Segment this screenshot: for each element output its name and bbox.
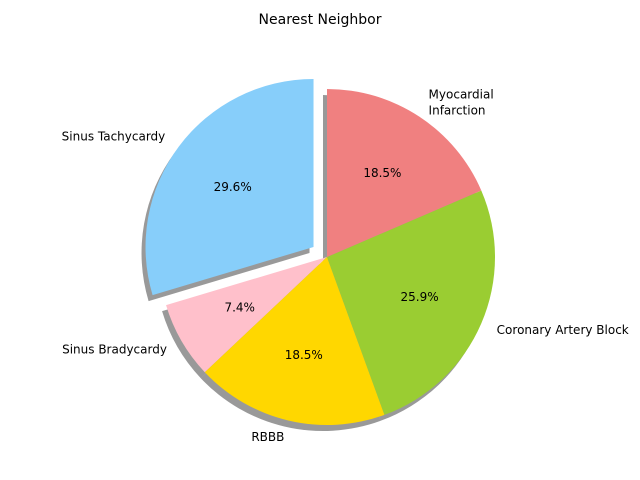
slice-label-sinus-tachycardy: Sinus Tachycardy — [62, 130, 166, 144]
slice-label-rbbb: RBBB — [251, 430, 284, 444]
pct-label-coronary-artery-block: 25.9% — [400, 290, 438, 304]
pct-label-sinus-tachycardy: 29.6% — [214, 180, 252, 194]
pie-slice-myocardial-infarction — [327, 89, 482, 257]
pie-slice-sinus-bradycardy — [166, 257, 327, 373]
slice-label-coronary-artery-block: Coronary Artery Block — [497, 323, 629, 337]
pct-label-myocardial-infarction: 18.5% — [363, 166, 401, 180]
pie-slice-coronary-artery-block — [327, 190, 495, 415]
pct-label-rbbb: 18.5% — [285, 348, 323, 362]
pct-label-sinus-bradycardy: 7.4% — [224, 300, 255, 314]
slice-label-sinus-bradycardy: Sinus Bradycardy — [62, 342, 167, 356]
pie-slice-rbbb — [204, 257, 385, 425]
slice-label-myocardial-infarction: Myocardial Infarction — [429, 88, 494, 118]
slice-layer — [145, 78, 495, 425]
pie-slice-sinus-tachycardy — [145, 78, 314, 296]
label-layer: Sinus Tachycardy 29.6% Sinus Bradycardy 7.4… — [62, 88, 629, 444]
chart-title: Nearest Neighbor — [258, 12, 382, 28]
